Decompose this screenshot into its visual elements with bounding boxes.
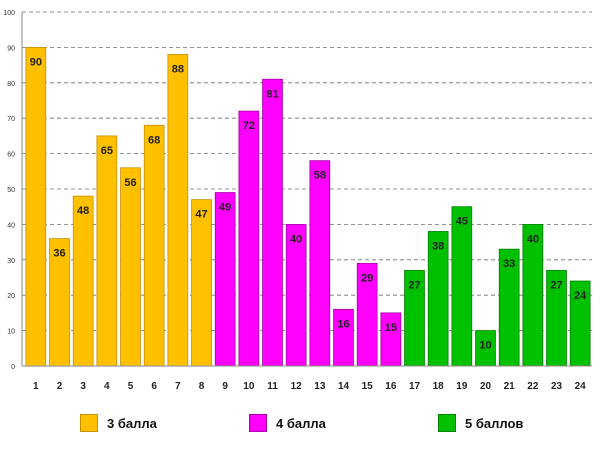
y-tick-label: 50 [7,187,15,194]
y-tick-label: 20 [7,293,15,300]
y-tick-label: 0 [11,364,15,371]
legend-swatch-3-balla [80,414,98,432]
x-tick-label: 24 [575,381,587,392]
bar-16 [380,312,402,367]
x-tick-label: 2 [57,381,63,392]
y-tick-label: 30 [7,258,15,265]
x-tick-label: 9 [222,381,228,392]
bar-19 [451,206,473,367]
y-tick-label: 70 [7,116,15,123]
data-label: 65 [101,145,113,157]
data-label: 10 [479,340,491,352]
x-tick-label: 17 [409,381,421,392]
x-tick-label: 23 [551,381,563,392]
data-label: 27 [408,279,420,291]
data-label: 45 [456,216,468,228]
y-tick-label: 90 [7,45,15,52]
x-tick-label: 21 [504,381,516,392]
x-tick-label: 10 [243,381,255,392]
y-tick-label: 10 [7,329,15,336]
data-label: 48 [77,205,89,217]
data-label: 49 [219,202,231,214]
legend-item-3-balla: 3 балла [80,414,157,432]
y-tick-label: 80 [7,81,15,88]
data-label: 90 [30,56,42,68]
y-tick-label: 100 [3,10,15,17]
x-tick-label: 4 [104,381,110,392]
x-tick-label: 22 [527,381,539,392]
bar-5 [120,167,141,367]
data-label: 38 [432,240,444,252]
bar-12 [285,223,307,367]
x-tick-label: 1 [33,381,39,392]
x-tick-label: 3 [80,381,86,392]
data-label: 88 [172,63,184,75]
data-label: 72 [243,120,255,132]
x-tick-label: 18 [433,381,445,392]
bar-7 [167,54,189,367]
legend-item-4-balla: 4 балла [249,414,326,432]
data-label: 40 [290,233,302,245]
data-label: 56 [124,177,136,189]
data-label: 33 [503,258,515,270]
legend-swatch-5-ballov [438,414,456,432]
x-tick-label: 12 [291,381,303,392]
x-tick-label: 13 [314,381,326,392]
legend-label: 4 балла [276,415,326,431]
x-tick-label: 8 [199,381,205,392]
bar-13 [309,160,331,367]
legend-swatch-4-balla [249,414,267,432]
data-label: 47 [195,209,207,221]
data-label: 24 [574,290,587,302]
y-axis-ticks: 0 10 20 30 40 50 60 70 80 90 100 [3,10,15,371]
data-label: 29 [361,272,373,284]
x-tick-label: 11 [267,381,278,392]
data-label: 40 [527,233,539,245]
data-label: 81 [266,88,278,100]
bar-22 [522,223,544,367]
x-axis-ticks: 1 2 3 4 5 6 7 8 9 10 11 12 13 14 15 16 17 18 19 20 21 22 23 24 [33,381,586,392]
bar-10 [238,110,260,367]
x-tick-label: 7 [175,381,181,392]
bar-9 [214,192,236,367]
x-tick-label: 20 [480,381,492,392]
legend-item-5-ballov: 5 баллов [438,414,523,432]
bar-4 [96,135,118,367]
data-label: 16 [337,318,349,330]
x-tick-label: 16 [385,381,397,392]
data-label: 15 [385,322,397,334]
bar-6 [143,124,165,367]
x-tick-label: 14 [338,381,350,392]
bar-11 [262,78,283,367]
data-label: 36 [53,248,65,260]
y-tick-label: 40 [7,222,15,229]
y-tick-label: 60 [7,152,15,159]
legend-label: 3 балла [107,415,157,431]
legend-label: 5 баллов [465,415,524,431]
x-tick-label: 15 [362,381,374,392]
x-tick-label: 5 [128,381,134,392]
bar-3 [72,195,94,367]
bars [25,47,591,367]
data-label: 27 [550,279,562,291]
bar-1 [25,47,47,367]
data-labels: 90 36 48 65 56 68 88 47 49 72 81 40 58 16 29 15 27 38 45 10… [30,56,587,351]
x-tick-label: 6 [151,381,157,392]
data-label: 68 [148,134,160,146]
data-label: 58 [314,170,326,182]
bar-8 [191,199,212,367]
x-tick-label: 19 [456,381,468,392]
